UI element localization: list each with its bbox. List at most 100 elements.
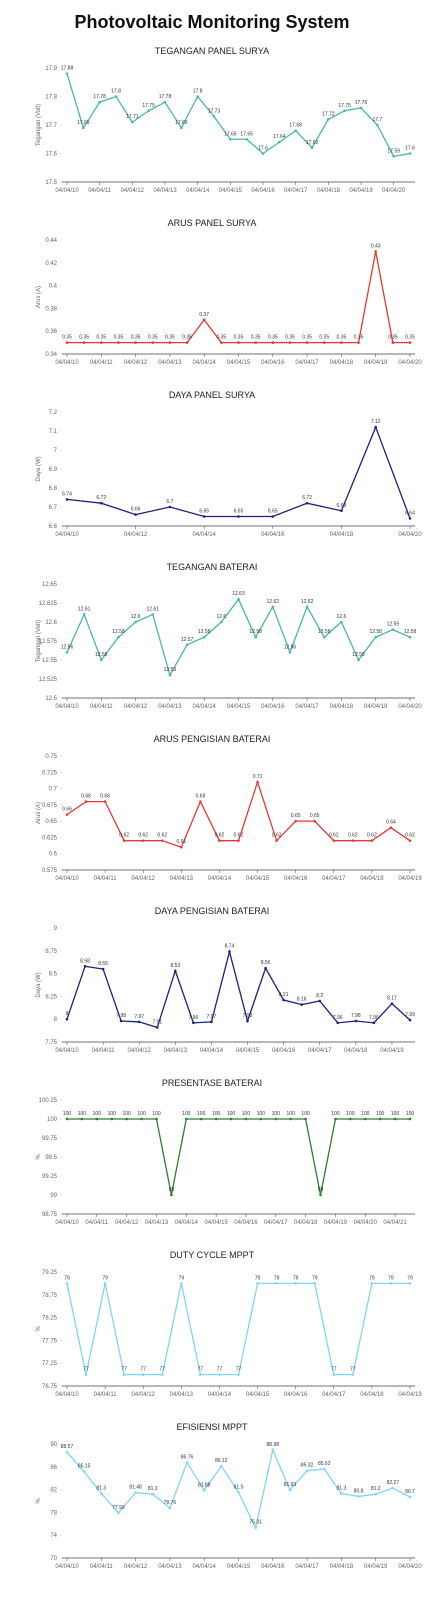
data-point (389, 826, 393, 829)
data-label: 0.35 (182, 335, 192, 341)
data-point (305, 341, 309, 344)
x-tick-label: 04/04/18 (317, 188, 341, 194)
data-label: 7.91 (152, 1019, 162, 1025)
data-point (125, 1117, 128, 1121)
data-point (84, 800, 88, 803)
data-label: 12.62 (301, 599, 314, 605)
x-tick-label: 04/04/18 (330, 532, 354, 538)
data-point (212, 115, 216, 118)
x-tick-label: 04/04/14 (193, 360, 217, 366)
data-label: 6.72 (302, 495, 312, 501)
y-tick-label: 8.25 (45, 994, 57, 1000)
data-label: 0.62 (215, 833, 225, 839)
data-point (103, 1282, 107, 1285)
x-tick-label: 04/04/12 (128, 1048, 152, 1054)
data-point (244, 1117, 248, 1121)
data-label: 77 (198, 1367, 204, 1373)
data-point (141, 839, 145, 842)
x-tick-label: 04/04/14 (200, 1048, 224, 1054)
x-tick-label: 04/04/18 (330, 360, 354, 366)
data-label: 100 (152, 1111, 161, 1117)
data-point (332, 839, 336, 842)
x-tick-label: 04/04/11 (92, 1048, 116, 1054)
data-label: 77 (331, 1367, 337, 1373)
data-label: 17.72 (322, 111, 335, 117)
data-label: 6.7 (166, 499, 173, 505)
x-tick-label: 04/04/10 (55, 1392, 79, 1398)
x-tick-label: 04/04/15 (227, 704, 251, 710)
data-label: 77 (83, 1367, 89, 1373)
x-tick-label: 04/04/17 (284, 188, 308, 194)
data-label: 6.74 (62, 491, 72, 497)
data-point (332, 1373, 336, 1376)
data-point (340, 509, 343, 513)
data-point (288, 341, 292, 344)
data-point (140, 1117, 143, 1121)
data-label: 17.75 (142, 103, 155, 109)
x-tick-label: 04/04/20 (354, 1220, 378, 1226)
data-point (322, 635, 326, 639)
data-label: 100 (122, 1111, 131, 1117)
x-tick-label: 04/04/18 (360, 876, 384, 882)
data-point (408, 839, 412, 842)
y-tick-label: 12.5 (45, 696, 57, 702)
data-line (67, 251, 410, 344)
data-label: 17.78 (159, 94, 172, 100)
data-label: 79 (407, 1275, 413, 1281)
data-label: 0.68 (81, 794, 91, 800)
data-label: 17.69 (175, 120, 188, 126)
x-tick-label: 04/04/12 (121, 188, 145, 194)
data-label: 7.96 (333, 1015, 343, 1021)
x-tick-label: 04/04/10 (55, 876, 79, 882)
data-label: 7.96 (189, 1015, 199, 1021)
y-axis-label: Tegangan (Volt) (36, 104, 42, 146)
data-label: 0.35 (96, 335, 106, 341)
data-point (294, 129, 297, 132)
data-label: 77.93 (112, 1505, 125, 1511)
y-tick-label: 74 (50, 1533, 57, 1539)
data-label: 0.62 (138, 833, 148, 839)
data-point (82, 613, 86, 616)
data-label: 0.62 (405, 833, 415, 839)
x-tick-label: 04/04/11 (94, 1392, 118, 1398)
data-label: 12.58 (112, 629, 125, 635)
data-point (174, 969, 177, 973)
data-point (282, 998, 285, 1002)
data-point (196, 95, 199, 98)
data-label: 100 (212, 1111, 221, 1117)
data-point (82, 1470, 86, 1473)
data-label: 77 (350, 1367, 356, 1373)
data-label: 77 (236, 1367, 242, 1373)
data-point (185, 1117, 188, 1121)
x-tick-label: 04/04/13 (158, 1564, 182, 1570)
y-tick-label: 7.75 (45, 1040, 57, 1046)
data-point (65, 1017, 69, 1021)
y-tick-label: 82 (50, 1488, 57, 1494)
data-label: 0.35 (234, 335, 244, 341)
data-label: 100 (137, 1111, 146, 1117)
data-label: 12.6 (337, 614, 347, 620)
x-tick-label: 04/04/12 (124, 1564, 148, 1570)
data-point (117, 635, 120, 639)
data-label: 75.31 (249, 1520, 262, 1526)
x-tick-label: 04/04/20 (382, 188, 406, 194)
y-tick-label: 90 (50, 1442, 57, 1448)
data-point (168, 505, 172, 509)
x-tick-label: 04/04/10 (55, 704, 79, 710)
data-line (66, 425, 411, 519)
y-tick-label: 86 (50, 1465, 57, 1471)
x-tick-label: 04/04/20 (398, 1564, 422, 1570)
data-point (220, 341, 223, 344)
data-point (100, 501, 103, 505)
data-label: 81.3 (337, 1486, 347, 1492)
data-label: 80.7 (405, 1489, 415, 1495)
data-point (202, 635, 206, 639)
data-point (288, 1488, 292, 1492)
data-point (117, 1511, 120, 1515)
x-tick-label: 04/04/13 (170, 876, 194, 882)
x-tick-label: 04/04/10 (55, 532, 79, 538)
data-label: 17.73 (208, 108, 221, 114)
y-tick-label: 0.38 (45, 306, 57, 312)
data-point (65, 813, 69, 816)
